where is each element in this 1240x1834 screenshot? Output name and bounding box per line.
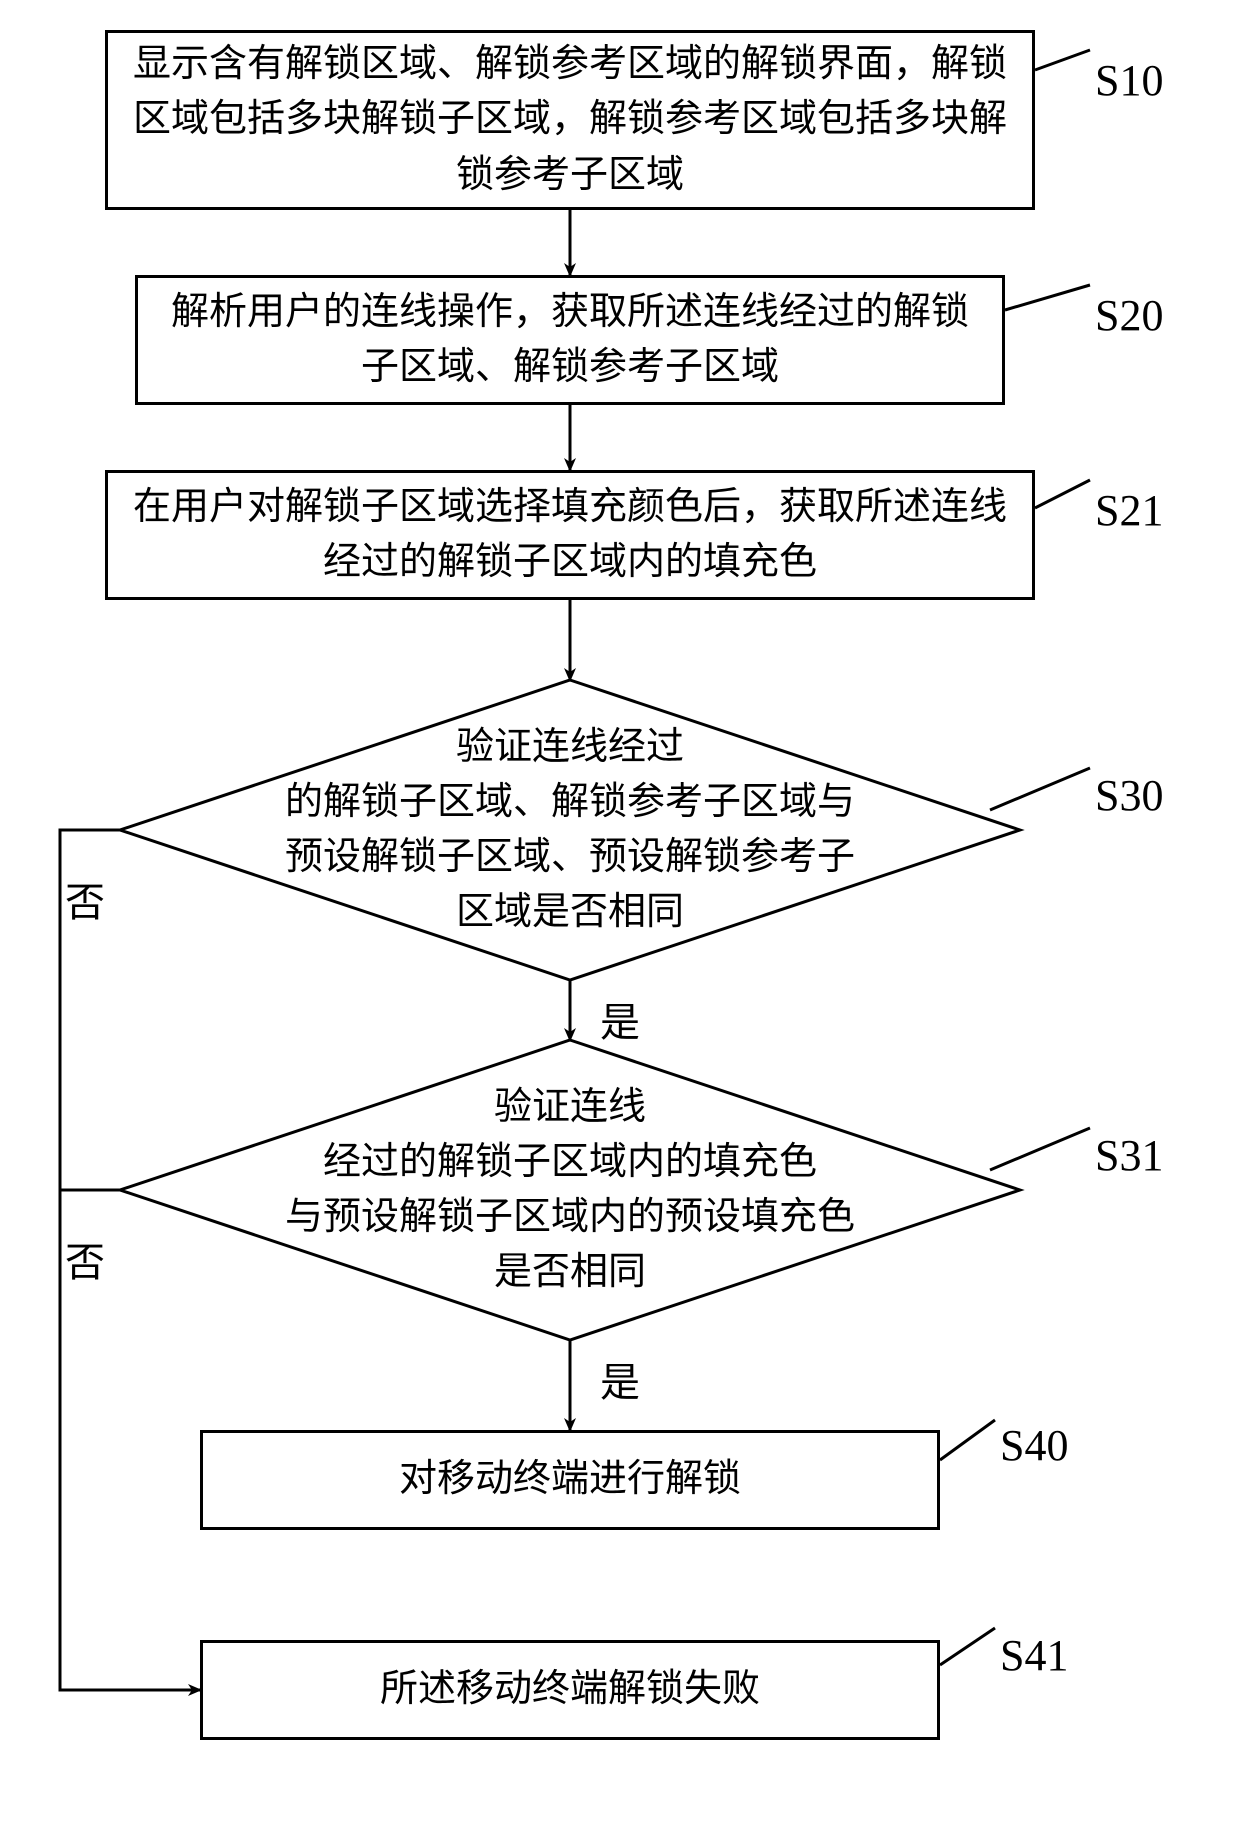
tick-s30 [990,768,1090,810]
branch-s30-yes: 是 [600,990,640,1048]
process-s41: 所述移动终端解锁失败 [200,1640,940,1740]
decision-s31-text: 验证连线 经过的解锁子区域内的填充色 与预设解锁子区域内的预设填充色 是否相同 [170,1070,970,1310]
branch-s31-yes: 是 [600,1350,640,1408]
flowchart-canvas: 显示含有解锁区域、解锁参考区域的解锁界面，解锁区域包括多块解锁子区域，解锁参考区… [0,0,1240,1834]
decision-s30-text: 验证连线经过 的解锁子区域、解锁参考子区域与 预设解锁子区域、预设解锁参考子 区… [170,710,970,950]
process-s10: 显示含有解锁区域、解锁参考区域的解锁界面，解锁区域包括多块解锁子区域，解锁参考区… [105,30,1035,210]
label-s31: S31 [1095,1130,1163,1181]
branch-s31-no: 否 [65,1230,105,1288]
label-s40: S40 [1000,1420,1068,1471]
label-s10: S10 [1095,55,1163,106]
branch-s30-no: 否 [65,870,105,928]
label-s41: S41 [1000,1630,1068,1681]
tick-s31 [990,1128,1090,1170]
process-s20: 解析用户的连线操作，获取所述连线经过的解锁子区域、解锁参考子区域 [135,275,1005,405]
process-s40-text: 对移动终端进行解锁 [399,1452,741,1507]
tick-s41 [940,1628,995,1665]
label-s30: S30 [1095,770,1163,821]
label-s20: S20 [1095,290,1163,341]
process-s21-text: 在用户对解锁子区域选择填充颜色后，获取所述连线经过的解锁子区域内的填充色 [128,480,1012,590]
process-s21: 在用户对解锁子区域选择填充颜色后，获取所述连线经过的解锁子区域内的填充色 [105,470,1035,600]
tick-s10 [1035,50,1090,70]
process-s40: 对移动终端进行解锁 [200,1430,940,1530]
tick-s20 [1005,285,1090,310]
process-s10-text: 显示含有解锁区域、解锁参考区域的解锁界面，解锁区域包括多块解锁子区域，解锁参考区… [128,37,1012,202]
tick-s21 [1035,480,1090,508]
tick-s40 [940,1420,995,1460]
label-s21: S21 [1095,485,1163,536]
process-s20-text: 解析用户的连线操作，获取所述连线经过的解锁子区域、解锁参考子区域 [158,285,982,395]
process-s41-text: 所述移动终端解锁失败 [380,1662,760,1717]
